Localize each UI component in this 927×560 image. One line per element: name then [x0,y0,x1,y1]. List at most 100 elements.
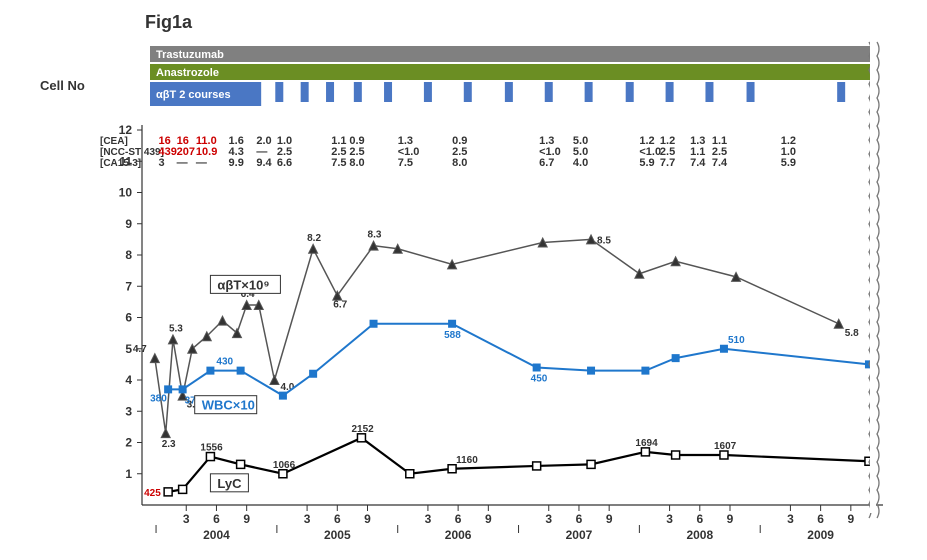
y-tick-label: 10 [119,186,133,200]
data-marker [279,392,286,399]
data-marker [161,429,170,438]
marker-cell: 9.9 [229,157,244,169]
x-tick-label: 3 [304,512,311,526]
data-marker [237,367,244,374]
x-tick-label: 9 [364,512,371,526]
data-marker [720,345,727,352]
data-marker [370,320,377,327]
data-marker [671,257,680,266]
x-tick-label: 6 [817,512,824,526]
x-tick-label: 9 [243,512,250,526]
marker-cell: 9.4 [256,157,272,169]
data-marker [179,386,186,393]
x-tick-label: 9 [485,512,492,526]
x-tick-label: 6 [213,512,220,526]
y-tick-label: 6 [125,311,132,325]
data-marker [150,354,159,363]
data-marker [533,364,540,371]
data-marker [310,370,317,377]
chart-svg: Fig1aTrastuzumabAnastrozoleαβT 2 courses… [0,0,927,560]
figure-title: Fig1a [145,12,193,32]
x-tick-label: 9 [847,512,854,526]
point-label: 8.3 [368,230,382,241]
x-tick-label: 6 [334,512,341,526]
point-label: 2.3 [162,439,176,450]
marker-row-label: [NCC-ST 439] [100,147,164,158]
marker-cell: 7.4 [712,157,728,169]
course-tick [705,82,713,102]
marker-cell: 7.7 [660,157,675,169]
point-label: 1160 [456,455,478,466]
year-label: 2007 [566,528,593,542]
marker-row-label: [CA15-3] [100,158,141,169]
marker-cell: 4.0 [573,157,588,169]
data-marker [165,386,172,393]
data-marker [406,470,414,478]
marker-cell: 7.4 [690,157,706,169]
data-marker [587,460,595,468]
course-tick [326,82,334,102]
marker-cell: 6.6 [277,157,292,169]
data-marker [218,316,227,325]
point-label: 6.7 [333,300,347,311]
point-label: 510 [728,335,745,346]
x-tick-label: 9 [727,512,734,526]
x-tick-label: 3 [545,512,552,526]
series-label-abt: αβT×10⁹ [217,277,269,292]
data-marker [279,470,287,478]
data-marker [449,320,456,327]
marker-cell: 7.5 [398,157,413,169]
data-marker [206,453,214,461]
data-marker [720,451,728,459]
course-tick [626,82,634,102]
point-label: 1607 [714,441,737,452]
y-tick-label: 9 [125,217,132,231]
x-tick-label: 9 [606,512,613,526]
point-label: 8.5 [597,235,611,246]
point-label: 2152 [351,424,374,435]
series-label-wbc: WBC×10 [202,398,255,413]
data-marker [732,272,741,281]
marker-cell: — [196,157,207,169]
data-marker [834,319,843,328]
y-tick-label: 5 [125,342,132,356]
axis-break [877,42,879,518]
x-tick-label: 3 [666,512,673,526]
course-tick [747,82,755,102]
treatment-bar-anastrozole [150,64,875,80]
data-marker [164,488,172,496]
point-label: 8.2 [307,233,321,244]
x-tick-label: 3 [425,512,432,526]
year-label: 2009 [807,528,834,542]
point-label: 1066 [273,460,296,471]
data-marker [641,448,649,456]
x-tick-label: 6 [455,512,462,526]
course-tick [545,82,553,102]
year-label: 2008 [686,528,713,542]
data-marker [357,434,365,442]
course-tick [301,82,309,102]
data-marker [270,376,279,385]
x-tick-label: 6 [696,512,703,526]
marker-cell: 8.0 [452,157,467,169]
marker-cell: 5.9 [781,157,796,169]
x-tick-label: 3 [787,512,794,526]
x-tick-label: 3 [183,512,190,526]
treatment-bar-trastuzumab [150,46,875,62]
treatment-label-anastrozole: Anastrozole [156,67,219,79]
data-marker [179,485,187,493]
data-marker [207,367,214,374]
y-tick-label: 8 [125,248,132,262]
axis-break-gap [870,40,876,513]
course-tick [384,82,392,102]
series-label-lyc: LyC [217,476,242,491]
point-label: 450 [531,374,548,385]
marker-cell: — [177,157,188,169]
point-label: 1694 [635,438,658,449]
data-marker [672,355,679,362]
marker-cell: 3 [158,157,164,169]
course-tick [464,82,472,102]
marker-cell: 8.0 [349,157,364,169]
x-tick-label: 6 [576,512,583,526]
course-tick [666,82,674,102]
